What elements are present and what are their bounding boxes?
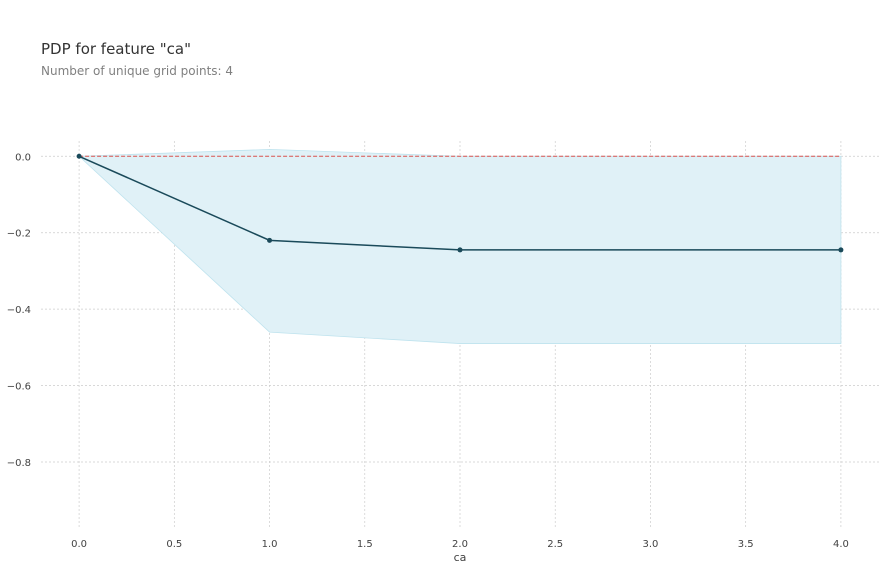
pdp-point: [267, 237, 273, 243]
x-tick-label: 0.0: [71, 539, 87, 550]
x-tick-label: 3.0: [643, 539, 659, 550]
y-tick-label: 0.0: [15, 152, 31, 163]
x-tick-label: 4.0: [833, 539, 849, 550]
y-axis-ticks: 0.0 −0.2 −0.4 −0.6 −0.8: [7, 152, 31, 469]
x-axis-label: ca: [454, 551, 467, 564]
y-tick-label: −0.2: [7, 229, 31, 240]
y-tick-label: −0.6: [7, 382, 31, 393]
pdp-line: [78, 155, 841, 251]
pdp-point: [838, 247, 844, 253]
pdp-point: [76, 153, 82, 159]
x-tick-label: 1.5: [357, 539, 373, 550]
x-tick-label: 0.5: [166, 539, 182, 550]
x-tick-label: 1.0: [262, 539, 278, 550]
y-tick-label: −0.4: [7, 305, 31, 316]
x-tick-label: 3.5: [738, 539, 754, 550]
chart-subtitle: Number of unique grid points: 4: [41, 64, 234, 78]
x-tick-label: 2.0: [452, 539, 468, 550]
confidence-band: [78, 149, 842, 344]
x-tick-label: 2.5: [547, 539, 563, 550]
chart-title: PDP for feature "ca": [41, 40, 191, 58]
pdp-point: [457, 247, 463, 253]
pdp-series: [76, 153, 844, 253]
confidence-band-area: [78, 149, 842, 344]
y-tick-label: −0.8: [7, 458, 31, 469]
x-axis-ticks: 0.0 0.5 1.0 1.5 2.0 2.5 3.0 3.5 4.0: [71, 539, 849, 550]
